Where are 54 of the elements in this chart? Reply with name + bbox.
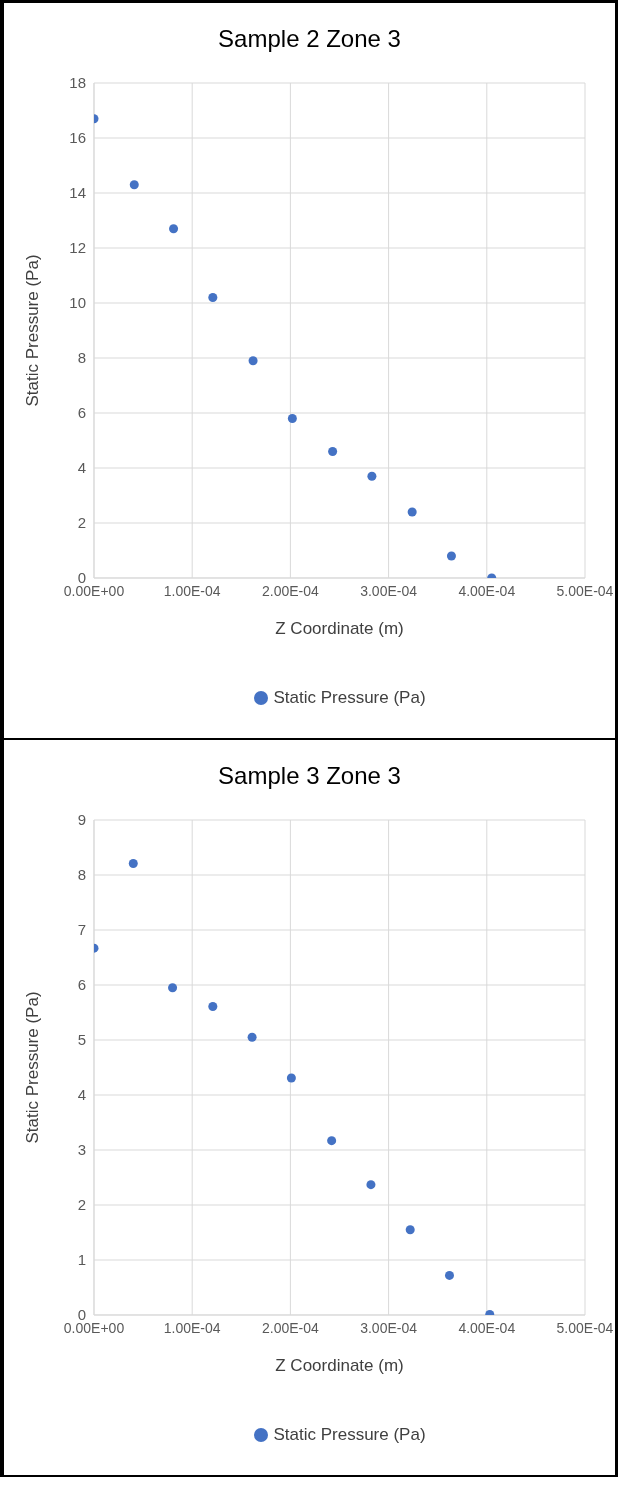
x-tick-label: 1.00E-04 — [163, 1319, 221, 1336]
x-tick-label: 5.00E-04 — [556, 582, 614, 599]
point — [327, 1136, 337, 1146]
point — [129, 180, 139, 190]
y-axis-title: Static Pressure (Pa) — [23, 254, 43, 407]
y-tick-label: 6 — [77, 404, 86, 422]
chart-title: Sample 2 Zone 3 — [217, 25, 402, 53]
point — [128, 858, 138, 868]
y-tick-label: 3 — [77, 1141, 86, 1159]
point — [168, 983, 178, 993]
y-tick-label: 4 — [77, 1086, 86, 1104]
y-tick-label: 2 — [77, 514, 86, 532]
y-tick-label: 16 — [69, 129, 86, 147]
y-tick-label: 10 — [69, 294, 86, 312]
y-tick-label: 8 — [77, 349, 86, 367]
y-tick-label: 7 — [77, 921, 86, 939]
x-axis-title: Z Coordinate (m) — [275, 619, 404, 638]
x-tick-label: 2.00E-04 — [261, 582, 320, 599]
y-tick-label: 1 — [77, 1251, 86, 1269]
y-axis-title: Static Pressure (Pa) — [23, 991, 43, 1144]
y-tick-label: 4 — [77, 459, 86, 477]
y-tick-label: 6 — [77, 976, 86, 994]
y-tick-label: 9 — [77, 811, 86, 829]
point — [286, 1073, 296, 1083]
y-tick-label: 5 — [77, 1031, 86, 1049]
point — [328, 446, 338, 457]
x-tick-label: 5.00E-04 — [556, 1319, 614, 1336]
x-tick-label: 4.00E-04 — [458, 1319, 516, 1336]
legend-label: Static Pressure (Pa) — [273, 1425, 426, 1445]
y-tick-label: 14 — [69, 184, 86, 202]
point — [446, 551, 456, 561]
point — [247, 1032, 257, 1042]
y-tick-label: 18 — [69, 74, 86, 92]
chart-title: Sample 3 Zone 3 — [217, 762, 402, 790]
x-tick-label: 1.00E-04 — [163, 582, 221, 599]
point — [407, 507, 417, 517]
point — [366, 1180, 376, 1190]
x-tick-label: 4.00E-04 — [458, 582, 516, 599]
point — [405, 1225, 415, 1235]
point — [248, 356, 258, 366]
point — [208, 292, 218, 303]
point — [208, 1001, 218, 1011]
legend-label: Static Pressure (Pa) — [273, 688, 426, 708]
y-tick-label: 12 — [69, 239, 86, 257]
x-tick-label: 3.00E-04 — [360, 1319, 418, 1336]
x-tick-label: 3.00E-04 — [360, 582, 418, 599]
y-tick-label: 2 — [77, 1196, 86, 1214]
y-tick-label: 8 — [77, 866, 86, 884]
point — [367, 471, 377, 481]
point — [444, 1270, 454, 1280]
point — [169, 224, 179, 234]
x-tick-label: 2.00E-04 — [261, 1319, 320, 1336]
x-axis-title: Z Coordinate (m) — [275, 1356, 404, 1375]
point — [287, 413, 297, 424]
